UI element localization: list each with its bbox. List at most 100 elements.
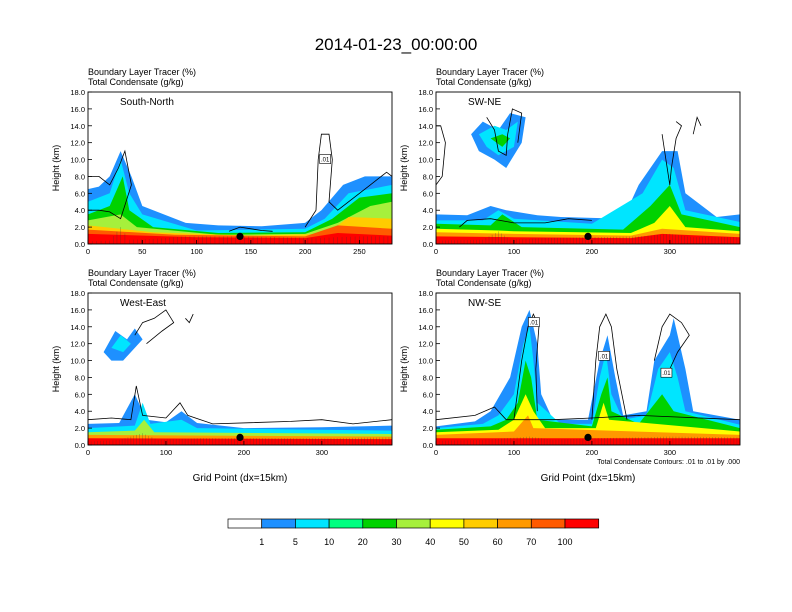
condensate-contours: .01 .01 .01 [436, 313, 740, 421]
contour-label: .01 [662, 371, 671, 377]
x-tick-label: 100 [190, 247, 203, 256]
y-tick-label: 2.0 [75, 424, 85, 433]
condensate-contours: .01 [88, 133, 392, 232]
tracer-fill-level-1 [88, 151, 392, 244]
contour-label: .01 [321, 158, 330, 164]
y-tick-label: 6.0 [423, 189, 433, 198]
y-tick-label: 0.0 [423, 240, 433, 249]
y-tick-label: 0.0 [75, 441, 85, 450]
location-marker [584, 232, 592, 240]
x-axis-label: Grid Point (dx=15km) [541, 473, 636, 484]
y-tick-label: 14.0 [70, 122, 85, 131]
plot-frame [435, 292, 741, 446]
panel-label: SW-NE [468, 97, 501, 108]
x-tick-label: 200 [586, 247, 599, 256]
y-tick-label: 8.0 [423, 373, 433, 382]
colorbar-label: 30 [391, 537, 401, 547]
y-tick-label: 14.0 [418, 323, 433, 332]
x-tick-label: 0 [434, 247, 438, 256]
colorbar-label: 1 [259, 537, 264, 547]
condensate-contours [88, 309, 392, 425]
x-tick-label: 200 [299, 247, 312, 256]
panel-subtitle-1: Boundary Layer Tracer (%) [436, 67, 544, 77]
y-tick-label: 16.0 [70, 306, 85, 315]
y-tick-label: 12.0 [418, 139, 433, 148]
y-axis-label: Height (km) [51, 346, 61, 393]
colorbar-label: 50 [459, 537, 469, 547]
colorbar-label: 10 [324, 537, 334, 547]
colorbar-swatch [530, 518, 566, 529]
contour-label-box [528, 317, 540, 327]
colorbar-swatch [227, 518, 263, 529]
location-marker [236, 232, 244, 240]
contour-label: .01 [530, 321, 539, 327]
terrain [436, 231, 738, 244]
condensate-contour-line [88, 385, 392, 425]
colorbar-label: 60 [493, 537, 503, 547]
tracer-fill-level-5 [88, 159, 392, 244]
tracer-fill-level-60 [436, 415, 740, 445]
y-tick-label: 4.0 [423, 206, 433, 215]
x-tick-label: 200 [586, 448, 599, 457]
condensate-contour-line [661, 121, 682, 185]
plot-frame [87, 292, 393, 446]
y-tick-label: 4.0 [423, 407, 433, 416]
figure-title: 2014-01-23_00:00:00 [315, 35, 478, 54]
tracer-fill-level-20 [88, 176, 392, 244]
plot-frame [435, 91, 741, 245]
panel-4: Boundary Layer Tracer (%)Total Condensat… [399, 268, 741, 484]
condensate-contour-line [653, 313, 690, 370]
location-marker [236, 433, 244, 441]
y-tick-label: 0.0 [75, 240, 85, 249]
condensate-contour-line [486, 108, 523, 156]
colorbar-label: 40 [425, 537, 435, 547]
condensate-contour-line [88, 149, 132, 220]
panel-subtitle-2: Total Condensate (g/kg) [88, 278, 184, 288]
y-axis-label: Height (km) [399, 346, 409, 393]
tracer-fill-level-5 [111, 335, 131, 353]
panels-group: Boundary Layer Tracer (%)Total Condensat… [51, 67, 741, 484]
y-tick-label: 16.0 [70, 105, 85, 114]
x-tick-label: 0 [434, 448, 438, 457]
y-tick-label: 18.0 [70, 88, 85, 97]
condensate-contour-line [304, 133, 392, 228]
contour-label-box [319, 154, 331, 164]
tracer-fill-level-100 [436, 438, 740, 445]
x-tick-label: 200 [238, 448, 251, 457]
y-tick-label: 14.0 [70, 323, 85, 332]
y-tick-label: 4.0 [75, 407, 85, 416]
colorbar-label: 70 [526, 537, 536, 547]
colorbar-swatch [261, 518, 296, 529]
y-tick-label: 10.0 [418, 357, 433, 366]
panel-label: West-East [120, 298, 166, 309]
colorbar-swatch [429, 518, 465, 529]
plot-frame [87, 91, 393, 245]
y-tick-label: 0.0 [423, 441, 433, 450]
x-tick-label: 100 [508, 247, 521, 256]
colorbar-swatch [463, 518, 498, 529]
condensate-contour-line [185, 313, 194, 324]
y-tick-label: 10.0 [418, 156, 433, 165]
terrain [88, 433, 390, 445]
y-tick-label: 2.0 [423, 424, 433, 433]
filled-contours [436, 309, 740, 445]
y-tick-label: 2.0 [423, 223, 433, 232]
y-tick-label: 10.0 [70, 357, 85, 366]
y-tick-label: 6.0 [75, 189, 85, 198]
contour-note: Total Condensate Contours: .01 to .01 by… [597, 459, 740, 466]
panel-label: South-North [120, 97, 174, 108]
contour-label-box [598, 351, 610, 361]
colorbar-label: 100 [557, 537, 572, 547]
y-tick-label: 8.0 [75, 373, 85, 382]
panel-label: NW-SE [468, 298, 501, 309]
x-axis-label: Grid Point (dx=15km) [193, 473, 288, 484]
condensate-contour-line [692, 116, 702, 135]
x-tick-label: 150 [245, 247, 258, 256]
colorbar: 1 5 10 20 30 40 50 60 70 100 [227, 518, 600, 547]
condensate-contour-line [513, 313, 540, 420]
panel-subtitle-2: Total Condensate (g/kg) [436, 77, 532, 87]
contour-label-box [660, 367, 673, 378]
y-tick-label: 6.0 [423, 390, 433, 399]
colorbar-swatch [328, 518, 364, 529]
